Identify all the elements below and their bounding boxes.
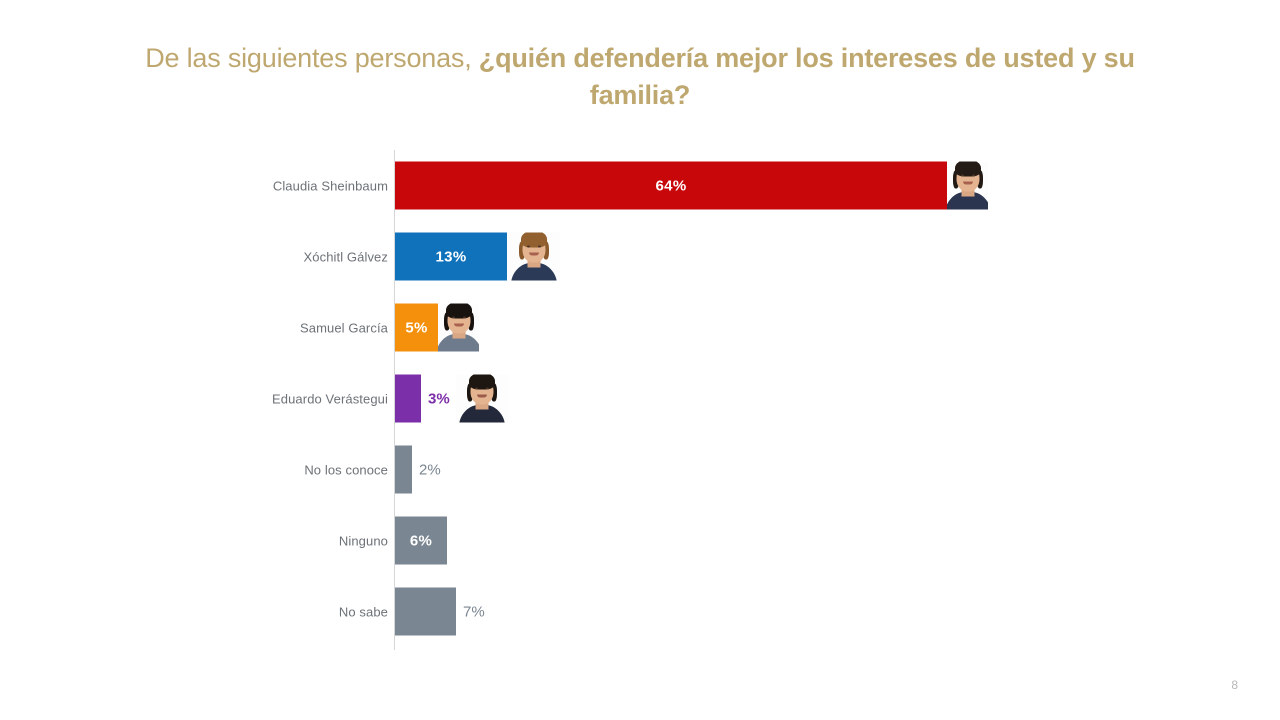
category-label-xochitl-galvez: Xóchitl Gálvez xyxy=(303,249,388,264)
table-row: Samuel García 5% xyxy=(258,292,1158,363)
category-axis-line xyxy=(394,150,395,650)
bar-group-samuel-garcia: 5% xyxy=(395,292,479,363)
claudia-sheinbaum-portrait-icon xyxy=(947,161,988,210)
bar-group-claudia-sheinbaum: 64% xyxy=(395,150,988,221)
bar-value-samuel-garcia: 5% xyxy=(405,319,428,336)
bar-no-los-conoce[interactable] xyxy=(395,445,412,494)
bar-ninguno[interactable]: 6% xyxy=(395,516,447,565)
table-row: Xóchitl Gálvez 13% xyxy=(258,221,1158,292)
bar-value-no-sabe: 7% xyxy=(463,603,485,620)
bar-value-claudia-sheinbaum: 64% xyxy=(655,177,687,194)
table-row: No los conoce 2% xyxy=(258,434,1158,505)
bar-group-no-sabe: 7% xyxy=(395,576,485,647)
bar-samuel-garcia[interactable]: 5% xyxy=(395,303,438,352)
bar-chart: Claudia Sheinbaum 64% Xóchitl Gálvez xyxy=(258,150,1158,650)
bar-value-xochitl-galvez: 13% xyxy=(435,248,467,265)
samuel-garcia-portrait-icon xyxy=(438,303,479,352)
category-label-no-sabe: No sabe xyxy=(338,604,388,619)
category-label-no-los-conoce: No los conoce xyxy=(304,462,388,477)
category-label-samuel-garcia: Samuel García xyxy=(299,320,388,335)
bar-no-sabe[interactable] xyxy=(395,587,456,636)
page-title-emphasis: ¿quién defendería mejor los intereses de… xyxy=(478,43,1135,110)
bar-value-no-los-conoce: 2% xyxy=(419,461,441,478)
table-row: Eduardo Verástegui 3% xyxy=(258,363,1158,434)
page-number: 8 xyxy=(1231,678,1238,692)
category-label-eduardo-verastegui: Eduardo Verástegui xyxy=(272,391,388,406)
bar-group-ninguno: 6% xyxy=(395,505,447,576)
table-row: Claudia Sheinbaum 64% xyxy=(258,150,1158,221)
category-label-claudia-sheinbaum: Claudia Sheinbaum xyxy=(272,178,388,193)
bar-value-ninguno: 6% xyxy=(409,532,433,549)
bar-group-xochitl-galvez: 13% xyxy=(395,221,560,292)
bar-value-eduardo-verastegui: 3% xyxy=(428,390,450,407)
category-label-ninguno: Ninguno xyxy=(338,533,388,548)
table-row: Ninguno 6% xyxy=(258,505,1158,576)
eduardo-verastegui-portrait-icon xyxy=(455,374,509,423)
page-title-lead: De las siguientes personas, xyxy=(145,43,479,73)
page-title: De las siguientes personas, ¿quién defen… xyxy=(128,40,1152,114)
bar-xochitl-galvez[interactable]: 13% xyxy=(395,232,507,281)
xochitl-galvez-portrait-icon xyxy=(507,232,560,281)
bar-group-no-los-conoce: 2% xyxy=(395,434,441,505)
bar-claudia-sheinbaum[interactable]: 64% xyxy=(395,161,947,210)
bar-eduardo-verastegui[interactable] xyxy=(395,374,421,423)
bar-group-eduardo-verastegui: 3% xyxy=(395,363,509,434)
table-row: No sabe 7% xyxy=(258,576,1158,647)
